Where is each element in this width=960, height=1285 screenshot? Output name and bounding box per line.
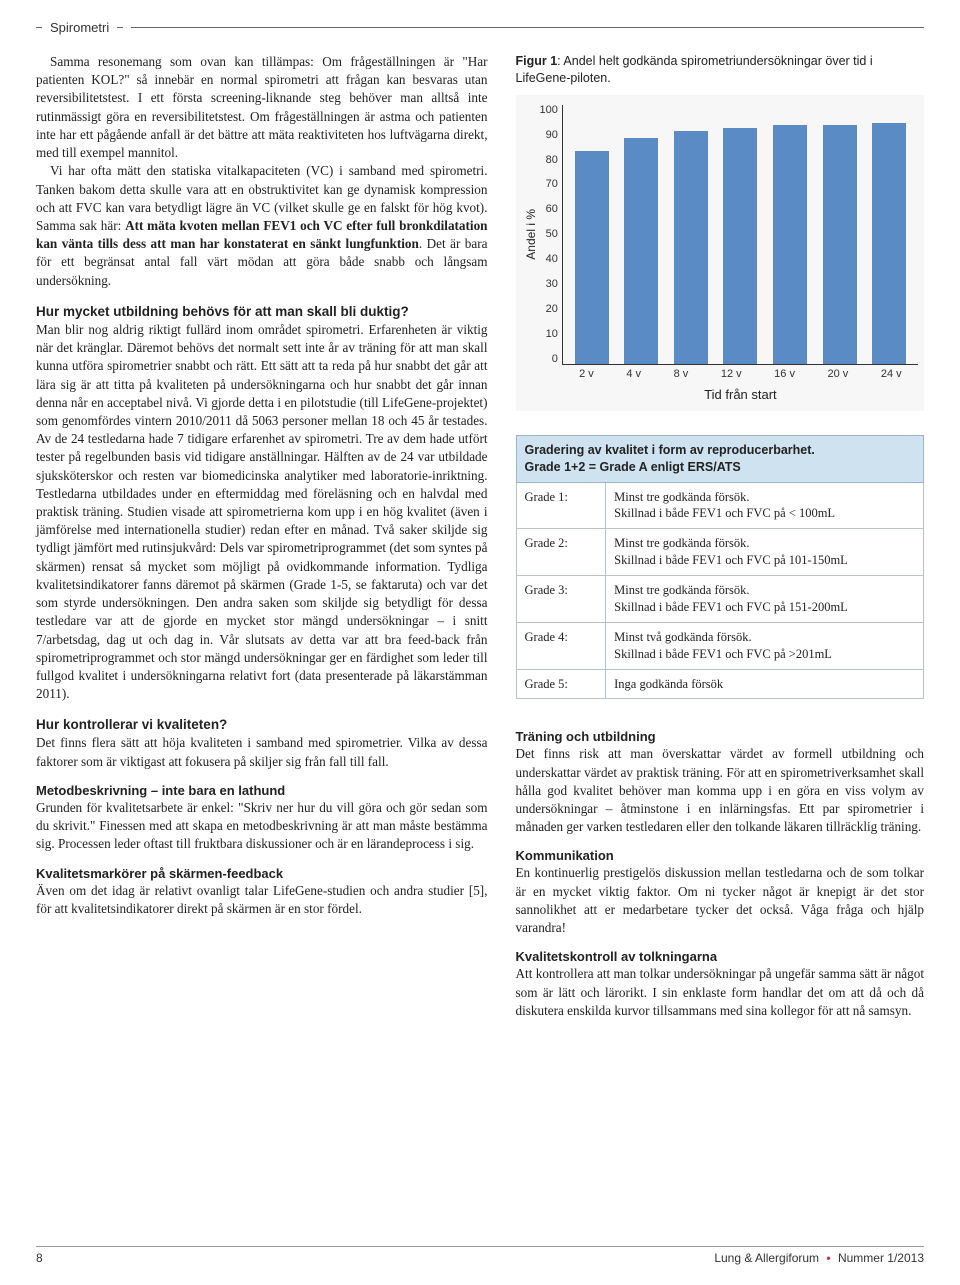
intro-para-2: Vi har ofta mätt den statiska vitalkapac… [36, 162, 488, 290]
content-columns: Samma resonemang som ovan kan tillämpas:… [36, 53, 924, 1020]
intro-para-1: Samma resonemang som ovan kan tillämpas:… [36, 53, 488, 162]
training-para: Man blir nog aldrig riktigt fullärd inom… [36, 321, 488, 704]
x-tick-label: 16 v [774, 368, 795, 380]
heading-training-needed: Hur mycket utbildning behövs för att man… [36, 304, 488, 319]
table-row: Grade 4:Minst två godkända försök.Skilln… [516, 622, 924, 669]
plot-area: 2 v4 v8 v12 v16 v20 v24 v Tid från start [562, 105, 918, 365]
issue-number: Nummer 1/2013 [838, 1251, 924, 1265]
screen-feedback-para: Även om det idag är relativt ovanligt ta… [36, 882, 488, 918]
y-tick: 10 [540, 329, 558, 340]
heading-interpretation-qc: Kvalitetskontroll av tolkningarna [516, 949, 925, 964]
interpretation-qc-text: Att kontrollera att man tolkar undersökn… [516, 965, 925, 1020]
left-column: Samma resonemang som ovan kan tillämpas:… [36, 53, 488, 918]
heading-method-description: Metodbeskrivning – inte bara en lathund [36, 783, 488, 798]
y-tick: 0 [540, 354, 558, 365]
grade-cell: Grade 2: [516, 529, 606, 576]
grade-cell: Grade 3: [516, 576, 606, 623]
training-text: Det finns risk att man överskattar värde… [516, 745, 925, 836]
x-tick-label: 12 v [721, 368, 742, 380]
separator-icon: • [822, 1251, 834, 1265]
figure-caption: Figur 1: Andel helt godkända spirometriu… [516, 53, 925, 87]
x-tick-label: 24 v [881, 368, 902, 380]
bar [872, 123, 906, 364]
chart-container: Andel i % 1009080706050403020100 2 v4 v8… [516, 95, 925, 411]
journal-name: Lung & Allergiforum [714, 1251, 819, 1265]
x-axis-labels: 2 v 4 v 8 v 12 v 16 v 20 v 24 v [563, 364, 918, 380]
x-tick-label: 2 v [579, 368, 594, 380]
heading-communication: Kommunikation [516, 848, 925, 863]
bar-chart: Andel i % 1009080706050403020100 2 v4 v8… [522, 105, 919, 405]
table-header-line2: Grade 1+2 = Grade A enligt ERS/ATS [525, 460, 741, 474]
y-tick: 70 [540, 179, 558, 190]
y-tick: 40 [540, 254, 558, 265]
figure-caption-text: : Andel helt godkända spirometriundersök… [516, 54, 873, 85]
bars-group [563, 105, 918, 364]
method-description-para: Grunden för kvalitetsarbete är enkel: "S… [36, 799, 488, 854]
grade-table: Gradering av kvalitet i form av reproduc… [516, 435, 925, 700]
heading-screen-feedback: Kvalitetsmarkörer på skärmen-feedback [36, 866, 488, 881]
description-cell: Minst tre godkända försök.Skillnad i båd… [606, 529, 924, 576]
grade-cell: Grade 5: [516, 669, 606, 699]
description-cell: Minst tre godkända försök.Skillnad i båd… [606, 576, 924, 623]
grade-cell: Grade 1: [516, 482, 606, 529]
bar [575, 151, 609, 363]
table-row: Grade 5:Inga godkända försök [516, 669, 924, 699]
y-tick: 50 [540, 229, 558, 240]
heading-training: Träning och utbildning [516, 729, 925, 744]
y-tick: 30 [540, 279, 558, 290]
x-axis-title: Tid från start [563, 387, 918, 402]
bar [823, 125, 857, 363]
description-cell: Minst tre godkända försök.Skillnad i båd… [606, 482, 924, 529]
y-axis-label: Andel i % [522, 209, 540, 260]
description-cell: Inga godkända försök [606, 669, 924, 699]
x-tick-label: 20 v [828, 368, 849, 380]
section-label: Spirometri [50, 20, 109, 35]
y-tick: 60 [540, 204, 558, 215]
grade-cell: Grade 4: [516, 622, 606, 669]
y-axis-ticks: 1009080706050403020100 [540, 105, 562, 405]
x-tick-label: 8 v [674, 368, 689, 380]
bar [674, 131, 708, 364]
bar [723, 128, 757, 364]
grade-table-header: Gradering av kvalitet i form av reproduc… [516, 435, 924, 482]
table-row: Grade 3:Minst tre godkända försök.Skilln… [516, 576, 924, 623]
bar [624, 138, 658, 363]
y-tick: 20 [540, 304, 558, 315]
header-rule: Spirometri [36, 20, 924, 35]
right-column: Figur 1: Andel helt godkända spirometriu… [516, 53, 925, 1020]
page-footer: 8 Lung & Allergiforum • Nummer 1/2013 [36, 1246, 924, 1265]
table-row: Grade 1:Minst tre godkända försök.Skilln… [516, 482, 924, 529]
table-header-line1: Gradering av kvalitet i form av reproduc… [525, 443, 815, 457]
quality-control-para: Det finns flera sätt att höja kvaliteten… [36, 734, 488, 770]
table-row: Grade 2:Minst tre godkända försök.Skilln… [516, 529, 924, 576]
heading-quality-control: Hur kontrollerar vi kvaliteten? [36, 717, 488, 732]
figure-number: Figur 1 [516, 54, 558, 68]
journal-info: Lung & Allergiforum • Nummer 1/2013 [714, 1251, 924, 1265]
y-tick: 90 [540, 130, 558, 141]
page-number: 8 [36, 1251, 43, 1265]
bar [773, 125, 807, 363]
y-tick: 100 [540, 105, 558, 116]
communication-text: En kontinuerlig prestigelös diskussion m… [516, 864, 925, 937]
description-cell: Minst två godkända försök.Skillnad i båd… [606, 622, 924, 669]
y-tick: 80 [540, 155, 558, 166]
x-tick-label: 4 v [626, 368, 641, 380]
